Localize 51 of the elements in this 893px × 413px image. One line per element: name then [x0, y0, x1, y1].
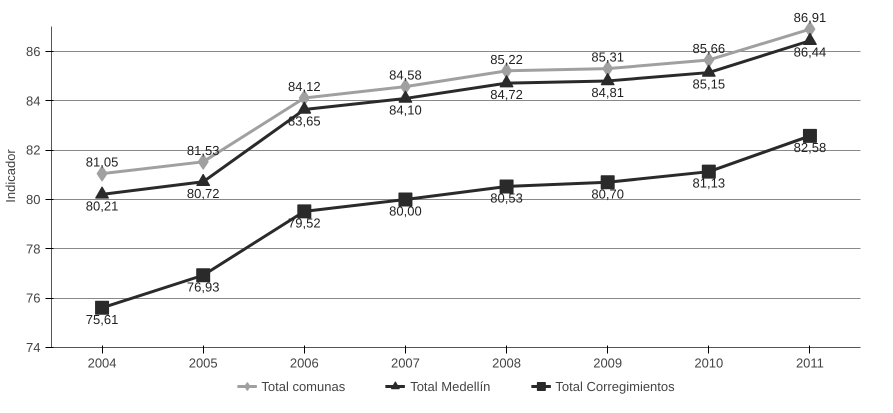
data-label: 76,93	[186, 279, 220, 294]
y-tick-label: 76	[26, 290, 41, 306]
point	[600, 175, 615, 190]
y-tick-label: 86	[26, 44, 41, 60]
x-tick-label: 2007	[390, 356, 420, 370]
data-label: 84,58	[389, 68, 422, 83]
point	[500, 179, 514, 194]
data-label: 85,31	[591, 50, 624, 65]
x-tick-label: 2011	[796, 356, 824, 370]
y-tick-label: 80	[26, 192, 41, 208]
data-label: 85,22	[490, 52, 523, 67]
data-label: 85,15	[692, 76, 726, 92]
y-tick-label: 78	[26, 241, 41, 256]
data-label: 80,00	[389, 204, 422, 219]
data-label: 84,12	[288, 78, 321, 94]
y-tick-label: 84	[26, 93, 41, 108]
data-label: 80,53	[490, 190, 523, 206]
data-label: 86,91	[794, 10, 826, 26]
point	[398, 192, 412, 207]
x-tick-label: 2010	[694, 356, 724, 370]
point	[95, 300, 110, 315]
x-tick-label: 2004	[88, 356, 117, 370]
data-label: 85,66	[692, 40, 726, 56]
x-tick-label: 2008	[492, 356, 522, 370]
data-label: 80,70	[591, 186, 624, 202]
x-tick-label: 2005	[188, 356, 218, 370]
data-label: 81,53	[186, 142, 220, 158]
point	[297, 204, 312, 218]
data-label: 81,05	[86, 154, 118, 170]
data-label: 84,10	[389, 102, 422, 118]
legend-label: Total Corregimientos	[555, 378, 675, 394]
y-tick-label: 82	[26, 142, 41, 158]
data-label: 82,58	[794, 140, 826, 155]
legend-label: Total comunas	[261, 378, 346, 394]
data-label: 86,44	[794, 44, 826, 60]
point	[802, 128, 817, 143]
x-tick-label: 2009	[593, 356, 622, 370]
data-label: 81,13	[692, 176, 726, 191]
data-label: 84,72	[490, 87, 523, 102]
data-label: 80,72	[186, 186, 220, 201]
point	[702, 164, 716, 179]
x-tick-label: 2006	[290, 356, 319, 370]
data-label: 80,21	[86, 198, 118, 214]
data-label: 75,61	[86, 312, 118, 327]
legend-label: Total Medellín	[410, 378, 490, 394]
point	[196, 268, 210, 282]
data-label: 79,52	[288, 215, 321, 230]
y-axis-title: Indicador	[3, 148, 18, 203]
data-label: 84,81	[591, 84, 624, 100]
y-tick-label: 74	[26, 340, 41, 355]
data-label: 83,65	[288, 114, 321, 129]
